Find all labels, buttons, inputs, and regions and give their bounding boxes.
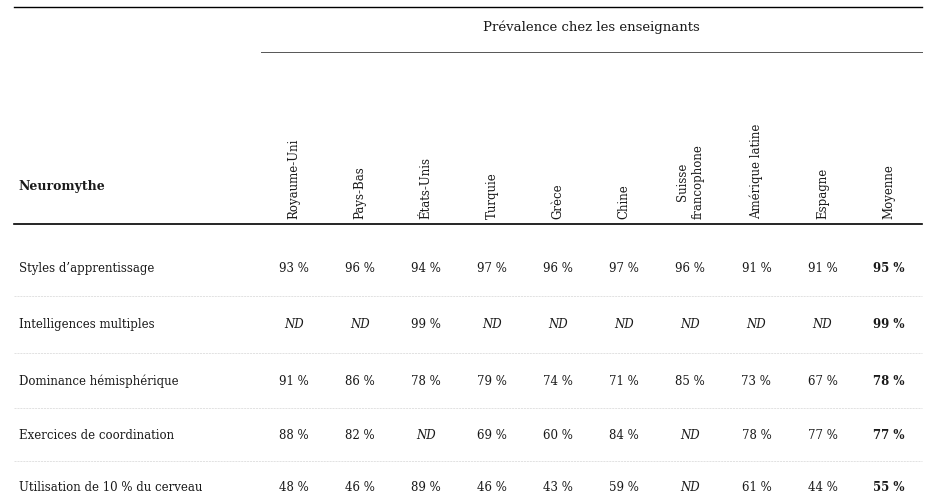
Text: 55 %: 55 % [871,481,903,492]
Text: 79 %: 79 % [477,375,507,388]
Text: Styles d’apprentissage: Styles d’apprentissage [19,262,154,275]
Text: 44 %: 44 % [806,481,836,492]
Text: Suisse
francophone: Suisse francophone [676,144,703,219]
Text: 96 %: 96 % [543,262,573,275]
Text: Espagne: Espagne [815,168,828,219]
Text: Grèce: Grèce [551,184,564,219]
Text: 97 %: 97 % [477,262,507,275]
Text: Amérique latine: Amérique latine [749,123,762,219]
Text: ND: ND [746,318,766,331]
Text: 89 %: 89 % [411,481,441,492]
Text: Exercices de coordination: Exercices de coordination [19,429,174,442]
Text: États-Unis: États-Unis [419,157,432,219]
Text: 71 %: 71 % [609,375,638,388]
Text: 46 %: 46 % [477,481,507,492]
Text: 94 %: 94 % [410,262,441,275]
Text: 60 %: 60 % [543,429,573,442]
Text: 78 %: 78 % [741,429,770,442]
Text: 84 %: 84 % [609,429,638,442]
Text: ND: ND [350,318,369,331]
Text: 88 %: 88 % [278,429,308,442]
Text: 95 %: 95 % [871,262,903,275]
Text: ND: ND [613,318,633,331]
Text: Neuromythe: Neuromythe [19,181,105,193]
Text: Chine: Chine [617,184,630,219]
Text: Prévalence chez les enseignants: Prévalence chez les enseignants [483,20,699,34]
Text: 73 %: 73 % [741,375,770,388]
Text: ND: ND [284,318,303,331]
Text: 48 %: 48 % [278,481,308,492]
Text: 99 %: 99 % [410,318,441,331]
Text: 69 %: 69 % [477,429,507,442]
Text: 97 %: 97 % [609,262,638,275]
Text: 82 %: 82 % [344,429,374,442]
Text: ND: ND [679,481,700,492]
Text: 96 %: 96 % [675,262,704,275]
Text: Intelligences multiples: Intelligences multiples [19,318,154,331]
Text: 67 %: 67 % [806,375,836,388]
Text: 61 %: 61 % [741,481,770,492]
Text: 77 %: 77 % [871,429,903,442]
Text: Utilisation de 10 % du cerveau: Utilisation de 10 % du cerveau [19,481,201,492]
Text: 43 %: 43 % [543,481,573,492]
Text: Dominance hémisphérique: Dominance hémisphérique [19,374,178,388]
Text: 59 %: 59 % [609,481,638,492]
Text: 78 %: 78 % [871,375,903,388]
Text: 74 %: 74 % [543,375,573,388]
Text: 91 %: 91 % [278,375,308,388]
Text: 86 %: 86 % [344,375,374,388]
Text: 78 %: 78 % [411,375,441,388]
Text: 46 %: 46 % [344,481,375,492]
Text: 85 %: 85 % [675,375,704,388]
Text: ND: ND [679,318,700,331]
Text: ND: ND [416,429,435,442]
Text: Turquie: Turquie [485,172,498,219]
Text: 93 %: 93 % [278,262,308,275]
Text: 96 %: 96 % [344,262,375,275]
Text: 91 %: 91 % [741,262,770,275]
Text: 77 %: 77 % [806,429,836,442]
Text: Royaume-Uni: Royaume-Uni [287,139,300,219]
Text: Moyenne: Moyenne [881,164,894,219]
Text: ND: ND [679,429,700,442]
Text: 91 %: 91 % [806,262,836,275]
Text: Pays-Bas: Pays-Bas [353,166,366,219]
Text: ND: ND [812,318,831,331]
Text: ND: ND [548,318,567,331]
Text: 99 %: 99 % [871,318,903,331]
Text: ND: ND [482,318,501,331]
